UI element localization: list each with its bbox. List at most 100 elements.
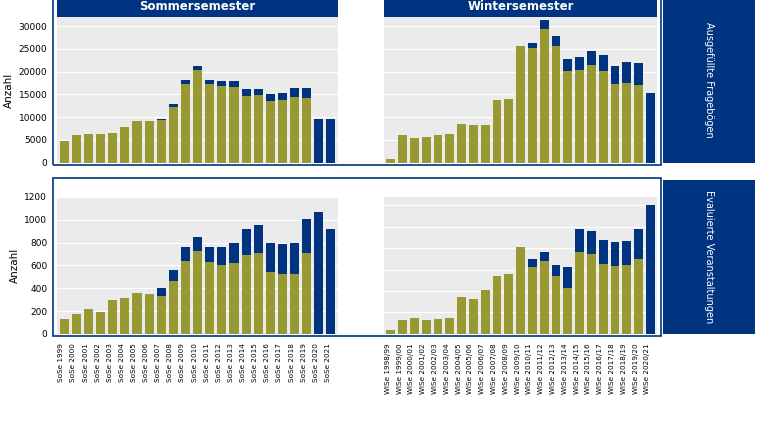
Bar bbox=[315, 119, 323, 163]
Bar bbox=[634, 229, 643, 259]
Bar bbox=[458, 297, 466, 334]
Bar bbox=[266, 243, 275, 272]
Bar bbox=[386, 160, 395, 163]
Bar bbox=[528, 43, 537, 48]
Bar bbox=[528, 259, 537, 267]
Bar bbox=[434, 135, 442, 163]
Bar bbox=[230, 87, 239, 163]
Text: Wintersemester: Wintersemester bbox=[467, 0, 574, 13]
Bar bbox=[278, 100, 287, 163]
Bar bbox=[634, 85, 643, 163]
Bar bbox=[266, 94, 275, 101]
Bar bbox=[398, 320, 407, 334]
Bar bbox=[516, 247, 525, 334]
Bar bbox=[528, 48, 537, 163]
Bar bbox=[587, 65, 596, 163]
Bar bbox=[302, 219, 312, 253]
Bar bbox=[242, 96, 251, 163]
Bar bbox=[599, 71, 607, 163]
Bar bbox=[587, 231, 596, 254]
Bar bbox=[326, 119, 335, 163]
Bar bbox=[302, 98, 312, 163]
Bar bbox=[326, 229, 335, 334]
Bar bbox=[157, 120, 166, 163]
Bar bbox=[217, 265, 226, 334]
Bar bbox=[398, 135, 407, 163]
Bar bbox=[169, 270, 178, 281]
Bar bbox=[552, 36, 560, 46]
Bar bbox=[492, 276, 502, 334]
Bar bbox=[302, 253, 312, 334]
Bar bbox=[242, 229, 251, 255]
Bar bbox=[132, 121, 141, 163]
Bar bbox=[563, 288, 572, 334]
Bar bbox=[575, 252, 584, 334]
Bar bbox=[254, 89, 263, 95]
Bar bbox=[193, 237, 202, 250]
Text: Evaluierte Veranstaltungen: Evaluierte Veranstaltungen bbox=[704, 190, 714, 324]
Bar bbox=[242, 89, 251, 96]
Bar bbox=[205, 262, 214, 334]
Bar bbox=[290, 274, 299, 334]
Bar bbox=[469, 125, 478, 163]
Bar bbox=[540, 30, 549, 163]
Bar bbox=[610, 266, 619, 334]
Bar bbox=[60, 319, 69, 334]
Bar bbox=[575, 70, 584, 163]
Bar bbox=[516, 46, 525, 163]
Bar bbox=[610, 242, 619, 266]
Bar bbox=[492, 100, 502, 163]
Bar bbox=[634, 259, 643, 334]
Bar bbox=[445, 318, 454, 334]
Bar bbox=[132, 293, 141, 334]
Bar bbox=[266, 272, 275, 334]
Bar bbox=[266, 101, 275, 163]
Bar bbox=[108, 133, 117, 163]
Bar bbox=[422, 137, 431, 163]
Bar bbox=[193, 66, 202, 70]
Bar bbox=[157, 288, 166, 296]
Text: Ausgefüllte Fragebögen: Ausgefüllte Fragebögen bbox=[704, 22, 714, 137]
Bar bbox=[193, 70, 202, 163]
Bar bbox=[217, 247, 226, 265]
Bar bbox=[108, 300, 117, 334]
Bar bbox=[84, 134, 93, 163]
Bar bbox=[422, 320, 431, 334]
Bar bbox=[96, 312, 105, 334]
Bar bbox=[169, 281, 178, 334]
Bar bbox=[254, 253, 263, 334]
Bar bbox=[302, 88, 312, 98]
Bar bbox=[217, 81, 226, 86]
Bar bbox=[144, 121, 154, 163]
Bar bbox=[469, 299, 478, 334]
Bar bbox=[481, 290, 489, 334]
Bar bbox=[217, 86, 226, 163]
Bar bbox=[575, 57, 584, 70]
Bar bbox=[575, 229, 584, 252]
Bar bbox=[84, 309, 93, 334]
Bar bbox=[646, 93, 655, 163]
Bar bbox=[230, 81, 239, 87]
Bar bbox=[587, 254, 596, 334]
Y-axis label: Anzahl: Anzahl bbox=[10, 248, 20, 283]
Bar bbox=[120, 298, 129, 334]
Bar bbox=[230, 263, 239, 334]
Bar bbox=[552, 276, 560, 334]
Bar bbox=[181, 247, 190, 261]
Bar bbox=[410, 138, 419, 163]
Bar bbox=[622, 241, 631, 265]
Bar bbox=[552, 265, 560, 276]
Bar bbox=[610, 66, 619, 84]
Bar bbox=[634, 62, 643, 85]
Bar bbox=[254, 226, 263, 253]
Bar bbox=[72, 314, 81, 334]
Bar bbox=[205, 247, 214, 262]
Bar bbox=[552, 46, 560, 163]
Bar bbox=[181, 261, 190, 334]
Bar bbox=[96, 134, 105, 163]
Bar bbox=[157, 296, 166, 334]
Bar bbox=[254, 95, 263, 163]
Bar bbox=[540, 252, 549, 261]
Bar bbox=[505, 274, 513, 334]
Bar bbox=[386, 330, 395, 334]
